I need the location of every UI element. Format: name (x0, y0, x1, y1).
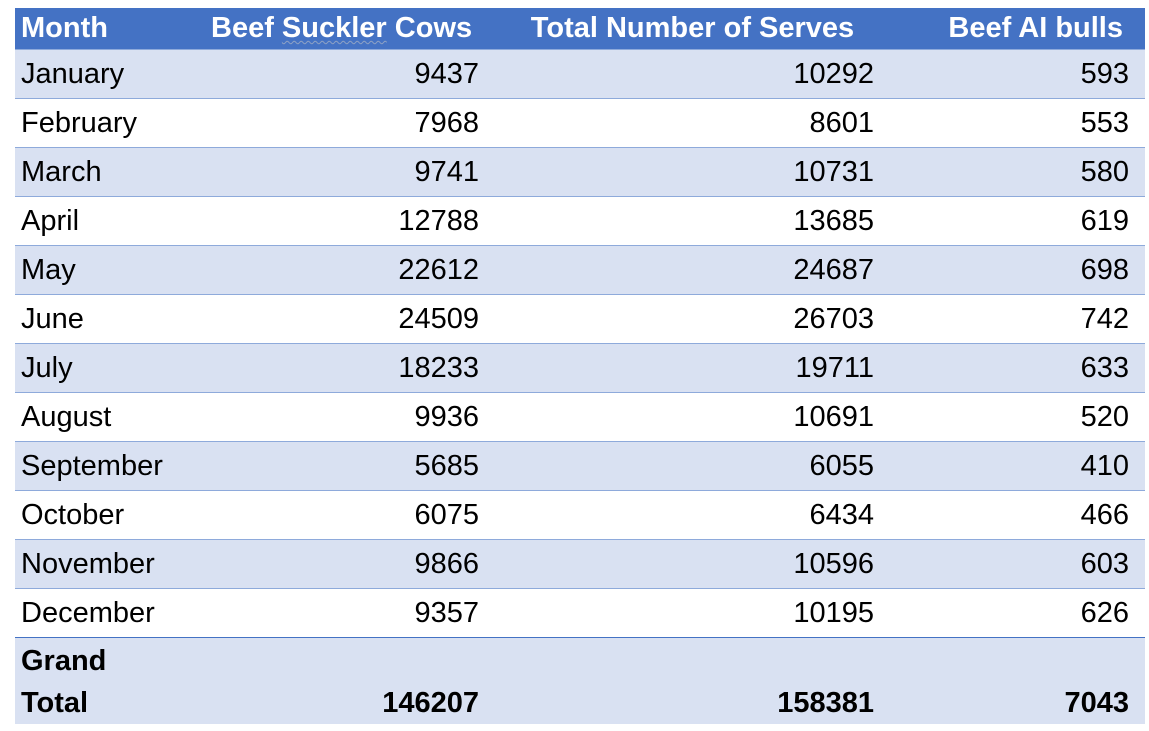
table-row: September 5685 6055 410 (15, 441, 1145, 491)
cell-month[interactable]: November (15, 539, 205, 589)
table-row: May 22612 24687 698 (15, 245, 1145, 295)
cell-total-serves[interactable]: 10731 (495, 147, 890, 197)
table-row: November 9866 10596 603 (15, 539, 1145, 589)
data-table: Month Beef Suckler Cows Total Number of … (15, 8, 1145, 724)
cell-beef-suckler-cows[interactable]: 12788 (205, 196, 495, 246)
table-row: August 9936 10691 520 (15, 392, 1145, 442)
cell-beef-suckler-cows[interactable]: 9866 (205, 539, 495, 589)
header-cows-word-suckler: Suckler (281, 12, 387, 44)
table-row: July 18233 19711 633 (15, 343, 1145, 393)
cell-beef-suckler-cows[interactable]: 22612 (205, 245, 495, 295)
cell-beef-suckler-cows[interactable]: 9936 (205, 392, 495, 442)
cell-total-serves[interactable]: 13685 (495, 196, 890, 246)
cell-beef-ai-bulls[interactable]: 466 (890, 490, 1145, 540)
grand-total-serves[interactable]: 158381 (495, 637, 890, 724)
table-row: December 9357 10195 626 (15, 588, 1145, 638)
cell-beef-suckler-cows[interactable]: 9357 (205, 588, 495, 638)
cell-month[interactable]: December (15, 588, 205, 638)
cell-beef-ai-bulls[interactable]: 698 (890, 245, 1145, 295)
cell-month[interactable]: March (15, 147, 205, 197)
header-month[interactable]: Month (15, 8, 205, 50)
table-row: February 7968 8601 553 (15, 98, 1145, 148)
cell-month[interactable]: April (15, 196, 205, 246)
cell-beef-ai-bulls[interactable]: 742 (890, 294, 1145, 344)
table-footer: Grand Total 146207 158381 7043 (15, 637, 1145, 724)
cell-beef-ai-bulls[interactable]: 593 (890, 49, 1145, 99)
cell-total-serves[interactable]: 8601 (495, 98, 890, 148)
cell-beef-suckler-cows[interactable]: 5685 (205, 441, 495, 491)
cell-month[interactable]: September (15, 441, 205, 491)
cell-beef-ai-bulls[interactable]: 520 (890, 392, 1145, 442)
cell-beef-ai-bulls[interactable]: 580 (890, 147, 1145, 197)
cell-month[interactable]: July (15, 343, 205, 393)
grand-total-label-text: Grand Total (21, 645, 107, 719)
grand-total-cows[interactable]: 146207 (205, 637, 495, 724)
cell-beef-suckler-cows[interactable]: 24509 (205, 294, 495, 344)
table-row: April 12788 13685 619 (15, 196, 1145, 246)
table-row: October 6075 6434 466 (15, 490, 1145, 540)
grand-total-bulls[interactable]: 7043 (890, 637, 1145, 724)
cell-beef-ai-bulls[interactable]: 633 (890, 343, 1145, 393)
cell-total-serves[interactable]: 10596 (495, 539, 890, 589)
cell-beef-suckler-cows[interactable]: 18233 (205, 343, 495, 393)
cell-month[interactable]: May (15, 245, 205, 295)
grand-total-row: Grand Total 146207 158381 7043 (15, 637, 1145, 724)
cell-total-serves[interactable]: 10691 (495, 392, 890, 442)
table-header: Month Beef Suckler Cows Total Number of … (15, 8, 1145, 50)
table-body: January 9437 10292 593 February 7968 8601 553 Ma… (15, 49, 1145, 638)
grand-total-label[interactable]: Grand Total (15, 637, 205, 724)
header-beef-ai-bulls[interactable]: Beef AI bulls (890, 8, 1145, 50)
table-row: January 9437 10292 593 (15, 49, 1145, 99)
header-total-serves[interactable]: Total Number of Serves (495, 8, 890, 50)
cell-beef-suckler-cows[interactable]: 9741 (205, 147, 495, 197)
cell-month[interactable]: January (15, 49, 205, 99)
cell-total-serves[interactable]: 10292 (495, 49, 890, 99)
cell-beef-ai-bulls[interactable]: 410 (890, 441, 1145, 491)
cell-month[interactable]: October (15, 490, 205, 540)
cell-beef-ai-bulls[interactable]: 603 (890, 539, 1145, 589)
cell-total-serves[interactable]: 10195 (495, 588, 890, 638)
header-row: Month Beef Suckler Cows Total Number of … (15, 8, 1145, 50)
cell-total-serves[interactable]: 6055 (495, 441, 890, 491)
table-row: March 9741 10731 580 (15, 147, 1145, 197)
cell-beef-suckler-cows[interactable]: 9437 (205, 49, 495, 99)
cell-total-serves[interactable]: 26703 (495, 294, 890, 344)
cell-beef-ai-bulls[interactable]: 553 (890, 98, 1145, 148)
cell-beef-suckler-cows[interactable]: 6075 (205, 490, 495, 540)
cell-beef-suckler-cows[interactable]: 7968 (205, 98, 495, 148)
cell-total-serves[interactable]: 24687 (495, 245, 890, 295)
header-cows-word-cows: Cows (394, 12, 473, 44)
cell-beef-ai-bulls[interactable]: 619 (890, 196, 1145, 246)
cell-month[interactable]: June (15, 294, 205, 344)
cell-total-serves[interactable]: 6434 (495, 490, 890, 540)
cell-month[interactable]: August (15, 392, 205, 442)
header-cows-word-beef: Beef (211, 12, 274, 44)
header-beef-suckler-cows[interactable]: Beef Suckler Cows (205, 8, 495, 50)
cell-beef-ai-bulls[interactable]: 626 (890, 588, 1145, 638)
cell-total-serves[interactable]: 19711 (495, 343, 890, 393)
table-row: June 24509 26703 742 (15, 294, 1145, 344)
cell-month[interactable]: February (15, 98, 205, 148)
